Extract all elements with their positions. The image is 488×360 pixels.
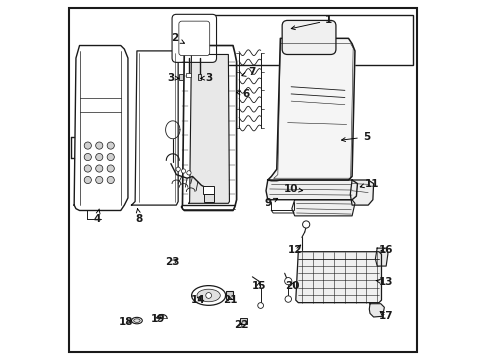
Text: 2: 2 xyxy=(171,33,184,43)
FancyBboxPatch shape xyxy=(179,21,209,55)
Text: 10: 10 xyxy=(284,184,302,194)
Ellipse shape xyxy=(133,319,140,322)
Polygon shape xyxy=(349,180,373,205)
Circle shape xyxy=(84,165,91,172)
Text: 9: 9 xyxy=(264,198,277,208)
FancyBboxPatch shape xyxy=(172,14,216,62)
Circle shape xyxy=(285,296,291,302)
Text: 14: 14 xyxy=(190,295,205,305)
Polygon shape xyxy=(271,211,293,213)
Text: 8: 8 xyxy=(136,209,143,224)
Ellipse shape xyxy=(160,315,163,318)
Text: 15: 15 xyxy=(251,281,265,291)
Text: 1: 1 xyxy=(291,15,332,30)
Polygon shape xyxy=(267,39,354,181)
Text: 6: 6 xyxy=(236,89,249,99)
Text: 12: 12 xyxy=(287,245,301,255)
Text: 3: 3 xyxy=(167,73,179,83)
Circle shape xyxy=(302,221,309,228)
Text: 17: 17 xyxy=(378,311,393,321)
Text: 23: 23 xyxy=(165,257,180,267)
Polygon shape xyxy=(291,200,354,216)
Text: 13: 13 xyxy=(375,277,393,287)
Polygon shape xyxy=(131,51,178,205)
Bar xyxy=(198,74,201,80)
Bar xyxy=(179,74,183,80)
Bar xyxy=(225,291,233,299)
Text: 22: 22 xyxy=(233,320,247,330)
Circle shape xyxy=(96,142,102,149)
Circle shape xyxy=(107,165,114,172)
Circle shape xyxy=(96,165,102,172)
Circle shape xyxy=(96,153,102,161)
Text: 5: 5 xyxy=(341,132,369,142)
Bar xyxy=(185,73,190,77)
Circle shape xyxy=(84,142,91,149)
Circle shape xyxy=(257,303,263,309)
Polygon shape xyxy=(295,252,381,303)
Polygon shape xyxy=(265,180,357,200)
Text: 7: 7 xyxy=(242,67,255,77)
Circle shape xyxy=(84,153,91,161)
Circle shape xyxy=(181,169,185,173)
Polygon shape xyxy=(188,54,229,203)
Bar xyxy=(204,194,214,202)
Circle shape xyxy=(284,278,291,285)
Text: 18: 18 xyxy=(119,317,133,327)
Circle shape xyxy=(107,142,114,149)
Polygon shape xyxy=(375,248,387,266)
Ellipse shape xyxy=(191,285,225,305)
Polygon shape xyxy=(74,45,128,211)
Circle shape xyxy=(205,293,211,298)
Bar xyxy=(201,15,412,65)
Circle shape xyxy=(107,176,114,184)
Text: 19: 19 xyxy=(150,314,164,324)
Ellipse shape xyxy=(131,318,142,324)
Text: 11: 11 xyxy=(360,179,378,189)
Text: 3: 3 xyxy=(200,73,212,83)
Ellipse shape xyxy=(197,289,220,302)
Bar xyxy=(203,186,214,194)
Circle shape xyxy=(107,153,114,161)
Bar xyxy=(240,318,247,324)
Circle shape xyxy=(84,176,91,184)
Text: 4: 4 xyxy=(93,209,100,224)
Circle shape xyxy=(176,167,180,171)
Text: 20: 20 xyxy=(285,281,299,291)
Circle shape xyxy=(96,176,102,184)
Text: 21: 21 xyxy=(223,295,237,305)
Polygon shape xyxy=(368,304,384,317)
Circle shape xyxy=(186,171,191,175)
Text: 16: 16 xyxy=(378,245,393,255)
FancyBboxPatch shape xyxy=(282,21,335,54)
